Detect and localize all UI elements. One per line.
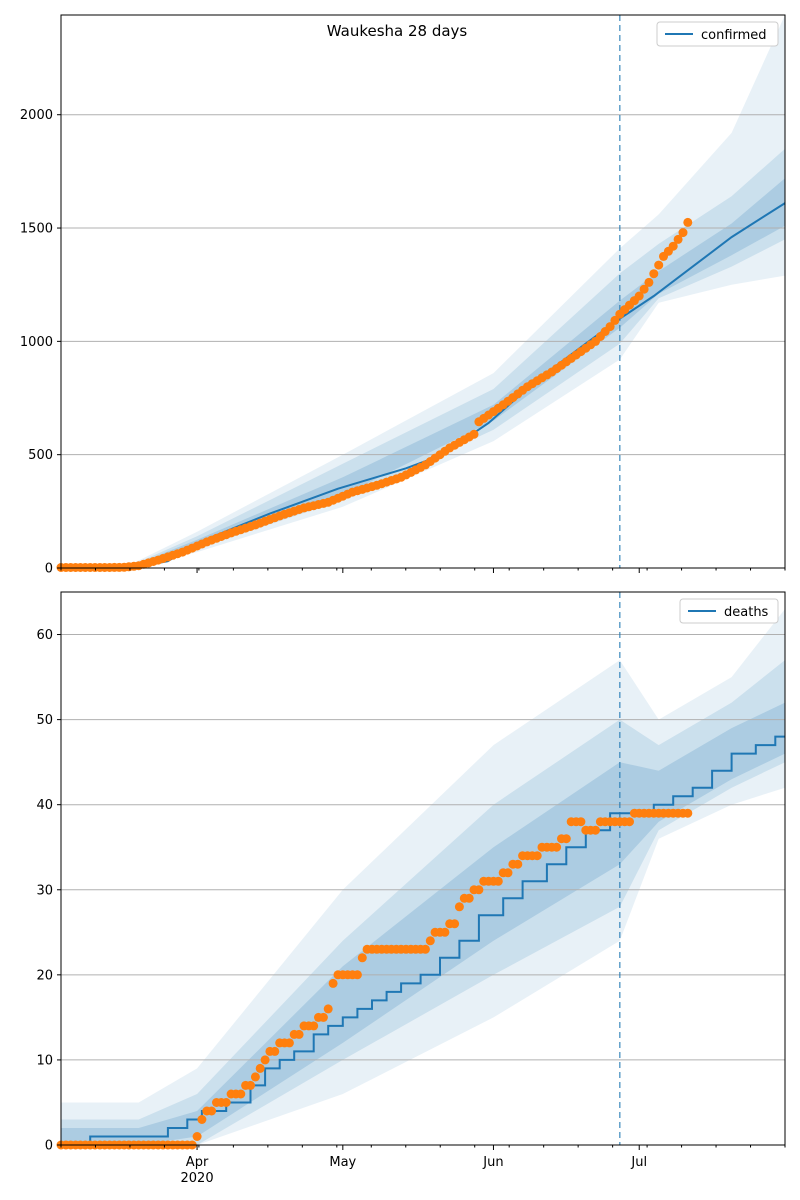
deaths-observed-point (454, 902, 464, 912)
deaths-ytick-label: 10 (36, 1053, 53, 1068)
deaths-band-2 (61, 660, 785, 1145)
deaths-series (56, 735, 785, 1150)
deaths-observed-point (270, 1046, 280, 1056)
deaths-observed-point (420, 944, 430, 954)
deaths-uncertainty-bands (61, 609, 785, 1145)
deaths-observed-point (450, 919, 460, 929)
deaths-observed-point (246, 1080, 255, 1090)
confirmed-observed-point (605, 322, 615, 332)
deaths-observed-point (561, 834, 571, 844)
xtick-label-apr: Apr (186, 1155, 209, 1170)
deaths-ytick-label: 50 (36, 713, 53, 728)
deaths-observed-point (591, 825, 600, 835)
confirmed-panel: 0 500 1000 1500 2000 Waukesha 28 days confir… (20, 14, 786, 577)
confirmed-observed-point (683, 217, 693, 227)
confirmed-ytick-label: 1500 (20, 222, 53, 237)
confirmed-observed-point (673, 234, 683, 244)
xtick-year-label: 2020 (181, 1171, 214, 1186)
deaths-ytick-label: 20 (36, 968, 53, 983)
deaths-ytick-label: 0 (45, 1139, 53, 1154)
deaths-observed-point (221, 1098, 231, 1107)
deaths-observed-point (328, 978, 338, 988)
deaths-ytick-label: 40 (36, 798, 53, 813)
deaths-axes-frame (60, 591, 786, 1146)
deaths-observed-point (625, 817, 634, 827)
deaths-observed-point (425, 936, 435, 946)
confirmed-observed-point (678, 228, 688, 238)
deaths-band-1 (61, 609, 785, 1145)
deaths-observed-point (207, 1106, 217, 1116)
confirmed-legend-label: confirmed (701, 28, 767, 43)
deaths-model-step-line (61, 735, 785, 1146)
deaths-observed-point (357, 953, 367, 963)
confirmed-observed-point (644, 277, 654, 287)
confirmed-ytick-label: 2000 (20, 108, 53, 123)
xtick-label-jun: Jun (482, 1155, 503, 1170)
deaths-band-3 (61, 702, 785, 1145)
deaths-observed-point (464, 893, 474, 903)
chart-title: Waukesha 28 days (327, 22, 468, 40)
deaths-observed-point (493, 876, 503, 886)
confirmed-observed-point (610, 315, 620, 325)
deaths-observed-point (513, 859, 523, 869)
deaths-observed-point (309, 1021, 319, 1031)
deaths-observed-point (284, 1038, 294, 1048)
confirmed-ytick-label: 500 (28, 448, 53, 463)
xtick-label-jul: Jul (630, 1155, 647, 1170)
deaths-observed-point (250, 1072, 260, 1082)
confirmed-observed-point (668, 241, 678, 251)
deaths-observed-point (532, 851, 542, 861)
deaths-observed-point (503, 868, 513, 878)
deaths-observed-point (440, 927, 450, 937)
deaths-observed-point (323, 1004, 333, 1014)
deaths-observed-point (260, 1055, 270, 1065)
deaths-observed-point (576, 817, 586, 827)
deaths-observed-point (683, 808, 693, 818)
confirmed-observed-point (654, 260, 664, 270)
deaths-observed-point (552, 842, 562, 852)
confirmed-uncertainty-bands (61, 15, 785, 568)
confirmed-band-1 (61, 15, 785, 568)
deaths-observed-point (255, 1063, 265, 1073)
confirmed-observed-point (639, 284, 649, 294)
deaths-observed-point (236, 1089, 246, 1099)
deaths-legend-label: deaths (724, 605, 769, 620)
confirmed-ytick-label: 1000 (20, 335, 53, 350)
deaths-observed-point (197, 1115, 207, 1124)
confirmed-series (56, 202, 786, 572)
deaths-observed-point (294, 1029, 304, 1039)
deaths-observed-point (474, 885, 484, 895)
confirmed-legend: confirmed (656, 21, 779, 47)
deaths-ytick-label: 60 (36, 628, 53, 643)
confirmed-observed-point (634, 291, 644, 301)
confirmed-axes-frame (60, 14, 786, 569)
confirmed-observed-point (649, 269, 659, 279)
deaths-observed-point (352, 970, 362, 980)
deaths-legend-box (679, 598, 779, 624)
deaths-observed-point (192, 1132, 202, 1141)
confirmed-observed-point (469, 429, 479, 439)
deaths-ytick-label: 30 (36, 883, 53, 898)
deaths-legend: deaths (679, 598, 779, 624)
confirmed-legend-box (656, 21, 779, 47)
confirmed-ytick-label: 0 (45, 562, 53, 577)
xtick-label-may: May (329, 1155, 356, 1170)
deaths-observed-point (318, 1012, 328, 1022)
